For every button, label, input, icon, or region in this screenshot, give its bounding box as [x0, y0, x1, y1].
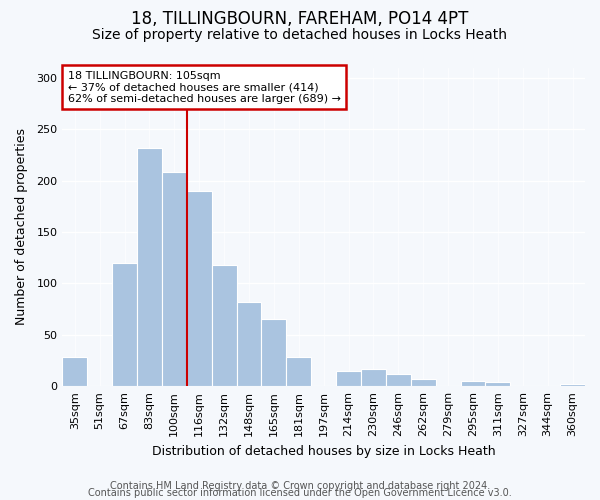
Bar	[262, 320, 286, 386]
Text: 18 TILLINGBOURN: 105sqm
← 37% of detached houses are smaller (414)
62% of semi-d: 18 TILLINGBOURN: 105sqm ← 37% of detache…	[68, 70, 341, 104]
Bar	[236, 302, 262, 386]
Bar	[62, 358, 87, 386]
Bar	[411, 379, 436, 386]
Bar	[485, 382, 511, 386]
Bar	[361, 368, 386, 386]
Text: Size of property relative to detached houses in Locks Heath: Size of property relative to detached ho…	[92, 28, 508, 42]
Y-axis label: Number of detached properties: Number of detached properties	[15, 128, 28, 326]
Bar	[112, 263, 137, 386]
Bar	[336, 371, 361, 386]
Bar	[162, 172, 187, 386]
Bar	[212, 265, 236, 386]
Bar	[286, 358, 311, 386]
X-axis label: Distribution of detached houses by size in Locks Heath: Distribution of detached houses by size …	[152, 444, 496, 458]
Bar	[560, 384, 585, 386]
Text: Contains HM Land Registry data © Crown copyright and database right 2024.: Contains HM Land Registry data © Crown c…	[110, 481, 490, 491]
Bar	[386, 374, 411, 386]
Text: 18, TILLINGBOURN, FAREHAM, PO14 4PT: 18, TILLINGBOURN, FAREHAM, PO14 4PT	[131, 10, 469, 28]
Bar	[187, 191, 212, 386]
Text: Contains public sector information licensed under the Open Government Licence v3: Contains public sector information licen…	[88, 488, 512, 498]
Bar	[461, 381, 485, 386]
Bar	[137, 148, 162, 386]
